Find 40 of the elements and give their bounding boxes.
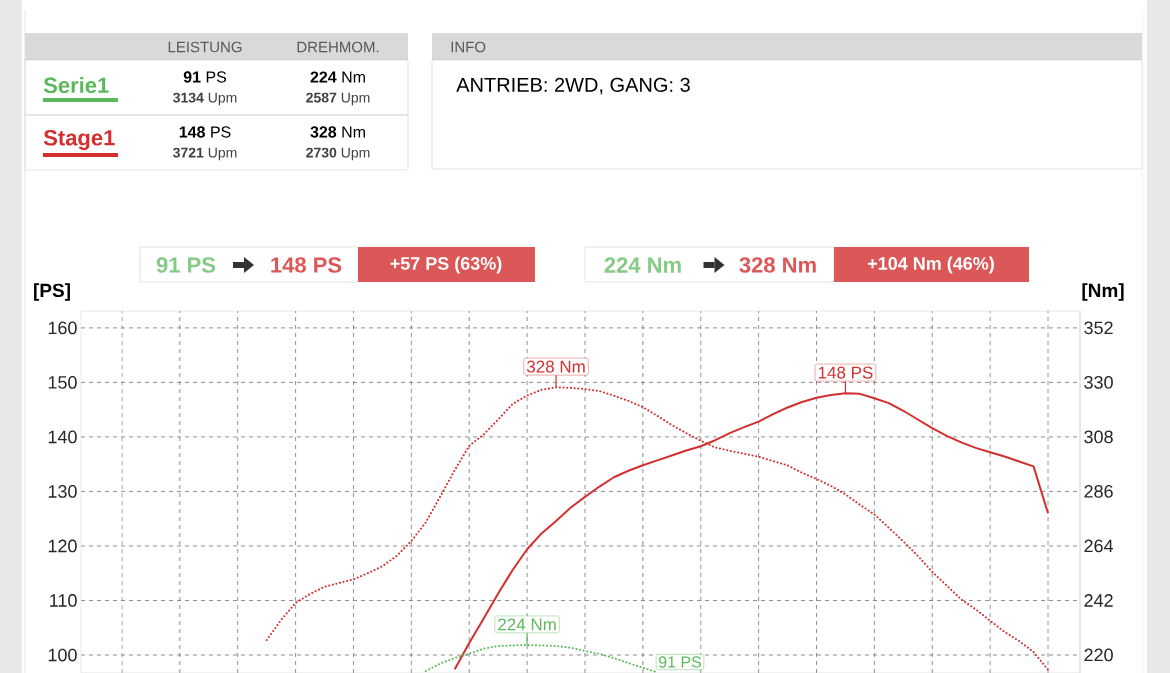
- text: 3134 Upm: [173, 92, 237, 106]
- annotation: 148 PS: [818, 366, 873, 379]
- y2-tick-label: 330: [1084, 375, 1113, 389]
- annotation: 224 Nm: [498, 618, 556, 631]
- text: 2587 Upm: [306, 92, 370, 106]
- text: 3721 Upm: [173, 147, 237, 161]
- y2-tick-label: 264: [1084, 539, 1114, 553]
- text: Serie1: [43, 76, 109, 94]
- text: Stage1: [43, 129, 115, 150]
- y2-tick-label: 220: [1084, 648, 1113, 662]
- text: +104 Nm (46%): [867, 256, 994, 274]
- text: +57 PS (63%): [390, 256, 502, 274]
- text: DREHMOM.: [297, 41, 379, 53]
- text: 148 PS: [271, 257, 342, 273]
- y-tick-label: 120: [48, 539, 77, 553]
- y-tick-label: 110: [50, 594, 77, 607]
- text: LEISTUNG: [168, 41, 242, 53]
- y-tick-label: 100: [48, 648, 77, 662]
- text: 91 PS: [183, 71, 227, 83]
- y-tick-label: 140: [48, 430, 77, 444]
- y2-tick-label: 308: [1084, 430, 1113, 444]
- y-tick-label: 130: [48, 485, 77, 498]
- y-axis-title: [PS]: [34, 283, 70, 301]
- y2-axis-title: [Nm]: [1082, 283, 1124, 301]
- y2-tick-label: 242: [1084, 594, 1113, 607]
- text: 224 Nm: [310, 71, 365, 83]
- text: 91 PS: [156, 257, 216, 273]
- y2-tick-label: 286: [1084, 485, 1113, 498]
- text: 328 Nm: [310, 126, 365, 138]
- text: INFO: [451, 41, 486, 53]
- text: 148 PS: [179, 126, 231, 138]
- text: 328 Nm: [739, 257, 816, 273]
- text: ANTRIEB: 2WD, GANG: 3: [456, 77, 690, 95]
- y2-tick-label: 352: [1084, 321, 1113, 335]
- text: 2730 Upm: [306, 147, 370, 161]
- text: 224 Nm: [604, 257, 681, 273]
- annotation: 328 Nm: [526, 360, 585, 373]
- annotation: 91 PS: [658, 656, 702, 668]
- y-tick-label: 150: [48, 376, 77, 389]
- y-tick-label: 160: [48, 321, 77, 335]
